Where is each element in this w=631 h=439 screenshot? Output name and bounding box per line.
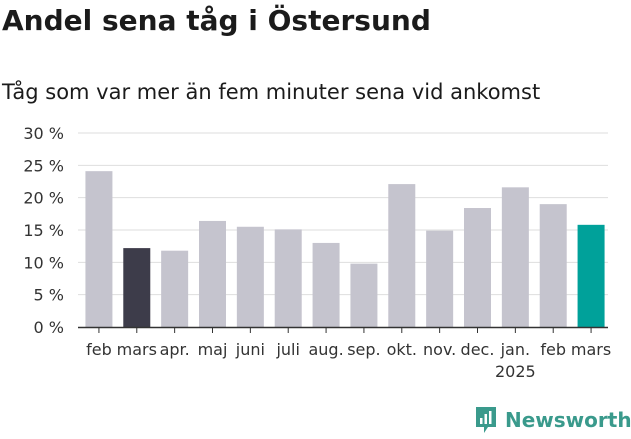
chart-subtitle: Tåg som var mer än fem minuter sena vid …	[2, 80, 541, 104]
x-axis: feb mars apr. maj juni juli aug. sep. okt. nov. de…	[78, 326, 611, 381]
y-tick-label: 15 %	[23, 221, 64, 240]
bar-2	[123, 248, 151, 327]
bar-9	[388, 184, 416, 327]
bar-12	[501, 187, 529, 327]
x-tick-label: feb	[86, 340, 112, 359]
bars	[85, 171, 605, 327]
x-tick-label: dec.	[461, 340, 495, 359]
x-year-label: 2025	[495, 362, 536, 381]
bar-7	[312, 242, 340, 327]
x-tick-label: okt.	[387, 340, 417, 359]
bar-10	[426, 230, 454, 327]
chart-title: Andel sena tåg i Östersund	[2, 4, 431, 37]
x-tick-label: mars	[571, 340, 611, 359]
newsworthy-logo: Newsworthy	[474, 405, 631, 435]
bar-11	[464, 208, 491, 327]
x-tick-label: aug.	[308, 340, 343, 359]
bar-5	[236, 226, 264, 327]
x-tick-label: sep.	[347, 340, 380, 359]
x-tick-label: apr.	[160, 340, 190, 359]
bar-13	[539, 204, 567, 327]
x-tick-label: juni	[235, 340, 265, 359]
y-tick-label: 30 %	[23, 124, 64, 143]
x-tick-label: nov.	[423, 340, 456, 359]
bar-chart: 0 %5 %10 %15 %20 %25 %30 % feb mars apr. ma…	[23, 124, 611, 381]
bar-4	[199, 220, 226, 327]
y-tick-label: 0 %	[34, 318, 64, 337]
y-tick-label: 20 %	[23, 189, 64, 208]
bar-1	[85, 171, 113, 327]
y-tick-label: 10 %	[23, 253, 64, 272]
x-tick-label: juli	[275, 340, 299, 359]
y-axis-labels: 0 % 5 % 10 % 15 % 20 % 25 % 30 %	[23, 124, 64, 337]
bar-3	[161, 250, 189, 327]
x-tick-label: mars	[117, 340, 157, 359]
brand-name: Newsworthy	[505, 408, 631, 432]
y-tick-label: 5 %	[34, 286, 64, 305]
x-tick-label: maj	[198, 340, 228, 359]
y-tick-label: 25 %	[23, 156, 64, 175]
x-tick-label: jan.	[500, 340, 530, 359]
bar-6	[274, 229, 302, 327]
bar-8	[350, 263, 378, 327]
newsworthy-logo-icon	[476, 407, 496, 433]
x-tick-label: feb	[540, 340, 566, 359]
bar-14	[577, 224, 605, 327]
